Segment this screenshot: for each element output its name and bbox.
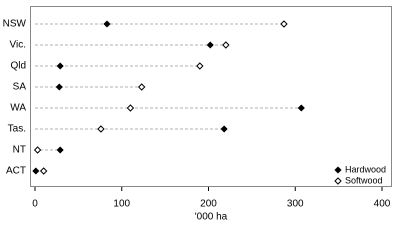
- legend-label: Softwood: [345, 175, 383, 185]
- dot-marker: [39, 167, 48, 175]
- y-tick-label: Vic.: [10, 40, 27, 51]
- dot-marker: [137, 83, 146, 91]
- dot-marker: [33, 146, 42, 154]
- chart: '000 ha 0 100 200 300 400 NSW Vic. Qld SA WA Tas. N…: [3, 6, 392, 223]
- legend-label: Hardwood: [345, 164, 386, 174]
- plot-frame: [30, 6, 392, 187]
- x-tick-label: 400: [374, 199, 391, 210]
- dot-marker: [297, 104, 305, 112]
- dot-marker: [220, 125, 228, 133]
- y-tick-label: ACT: [6, 166, 26, 177]
- dot-marker: [56, 146, 64, 154]
- y-tick-label: Qld: [10, 61, 26, 72]
- legend-marker: [334, 177, 342, 185]
- x-tick-label: 0: [32, 199, 38, 210]
- dot-marker: [196, 62, 204, 70]
- y-tick-label: SA: [13, 82, 27, 93]
- dot-marker: [56, 62, 64, 70]
- x-tick-label: 200: [200, 199, 217, 210]
- legend-marker: [334, 166, 342, 174]
- dot-marker: [280, 20, 288, 28]
- x-axis-label: '000 ha: [195, 212, 228, 223]
- y-tick-label: NT: [13, 145, 26, 156]
- x-tick-label: 300: [287, 199, 304, 210]
- y-tick-label: NSW: [3, 19, 27, 30]
- y-tick-label: Tas.: [8, 124, 26, 135]
- dot-marker: [32, 167, 40, 175]
- dot-marker: [222, 41, 230, 49]
- dot-marker: [55, 83, 63, 91]
- x-tick-label: 100: [113, 199, 130, 210]
- dot-marker: [103, 20, 111, 28]
- dot-marker: [126, 104, 135, 112]
- y-tick-label: WA: [10, 103, 26, 114]
- dot-marker: [97, 125, 105, 133]
- dot-marker: [206, 41, 214, 49]
